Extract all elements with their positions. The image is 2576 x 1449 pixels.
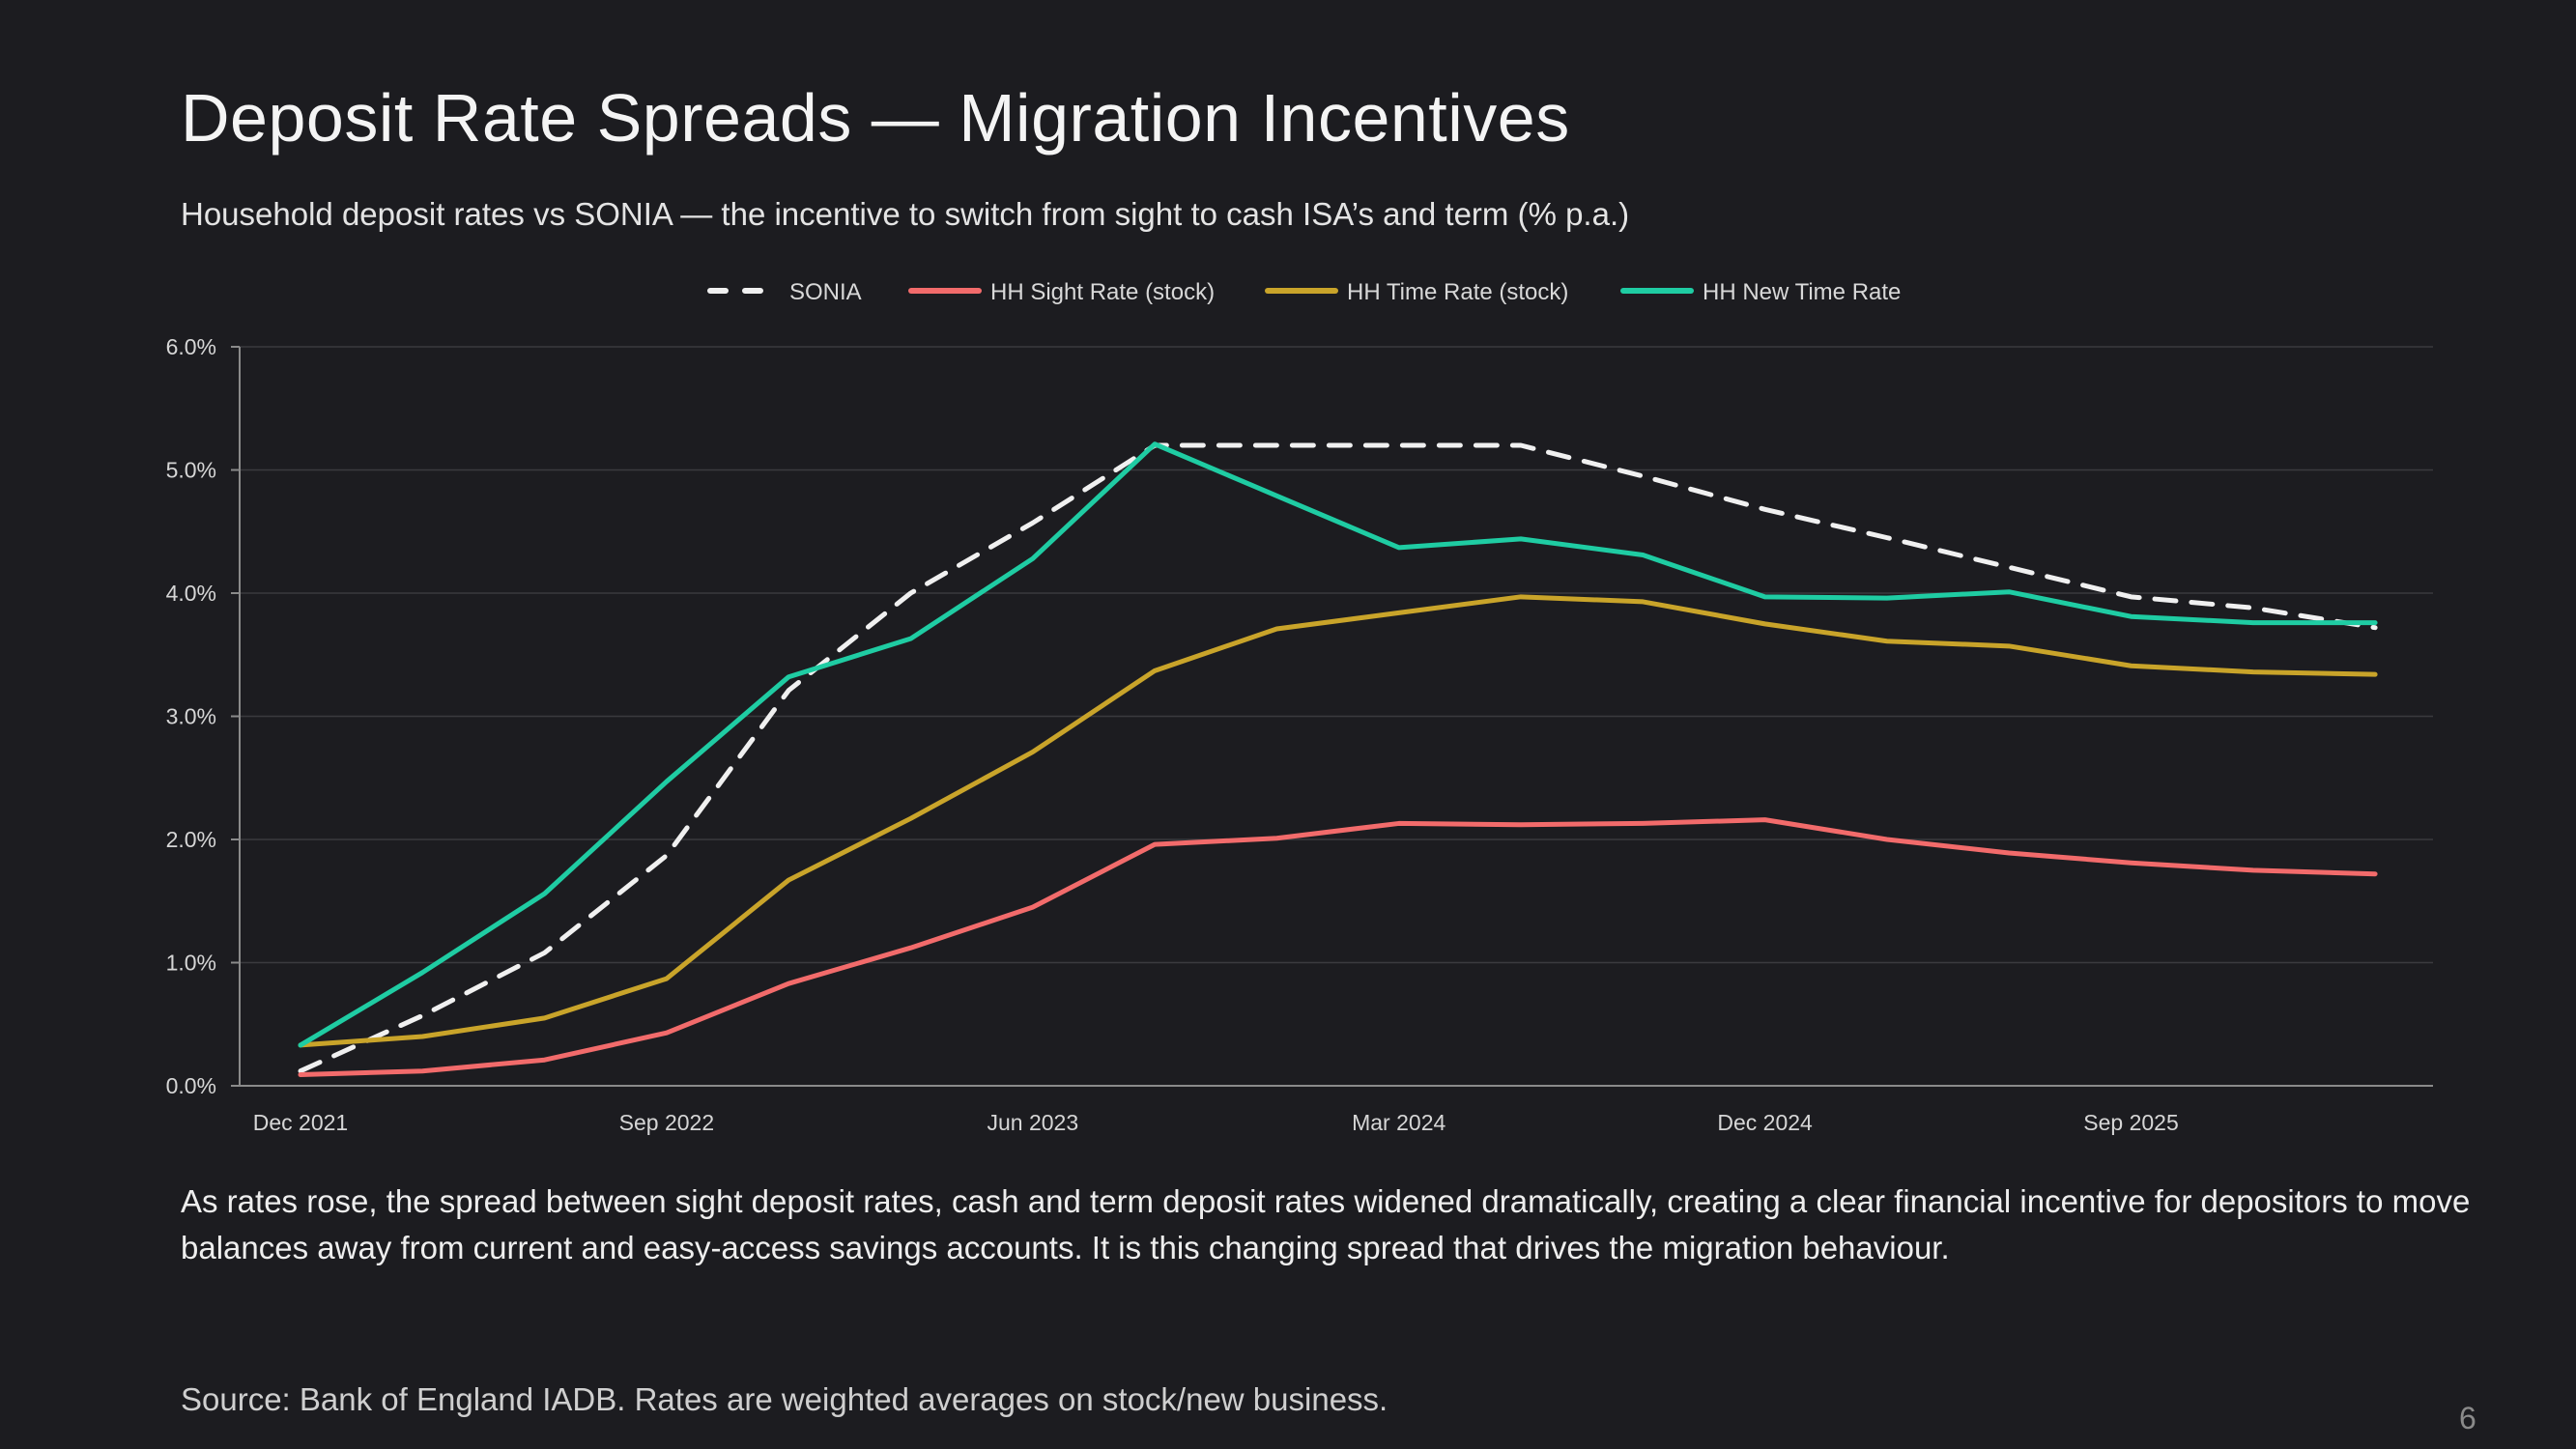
line-chart: 0.0% 1.0% 2.0% 3.0% 4.0% 5.0% 6.0% Dec 2021 Sep … [166, 279, 2433, 1135]
x-tick-label: Sep 2025 [2083, 1110, 2178, 1135]
legend-label: SONIA [789, 279, 862, 305]
y-tick-label: 1.0% [166, 951, 216, 976]
y-tick-label: 0.0% [166, 1073, 216, 1098]
commentary-text: As rates rose, the spread between sight … [181, 1183, 2471, 1265]
legend-label: HH Sight Rate (stock) [990, 279, 1215, 305]
legend-label: HH Time Rate (stock) [1347, 279, 1568, 305]
y-tick-label: 3.0% [166, 704, 216, 729]
x-tick-label: Dec 2024 [1717, 1110, 1813, 1135]
series-line-hh-sight-rate-stock [298, 817, 2378, 1078]
slide-subtitle: Household deposit rates vs SONIA — the i… [181, 196, 1630, 232]
x-tick-label: Dec 2021 [253, 1110, 348, 1135]
page-number: 6 [2459, 1401, 2476, 1435]
series-line-hh-time-rate-stock [298, 594, 2378, 1048]
legend-label: HH New Time Rate [1703, 279, 1901, 305]
x-tick-label: Jun 2023 [987, 1110, 1078, 1135]
source-note: Source: Bank of England IADB. Rates are … [181, 1381, 1388, 1417]
y-tick-label: 2.0% [166, 827, 216, 852]
y-tick-label: 4.0% [166, 581, 216, 606]
x-tick-label: Mar 2024 [1352, 1110, 1445, 1135]
y-tick-label: 5.0% [166, 458, 216, 483]
series-line-hh-new-time-rate [298, 441, 2378, 1048]
x-tick-label: Sep 2022 [619, 1110, 714, 1135]
slide-title: Deposit Rate Spreads — Migration Incenti… [181, 80, 1570, 156]
series-line-sonia [298, 442, 2378, 1074]
y-tick-label: 6.0% [166, 334, 216, 359]
